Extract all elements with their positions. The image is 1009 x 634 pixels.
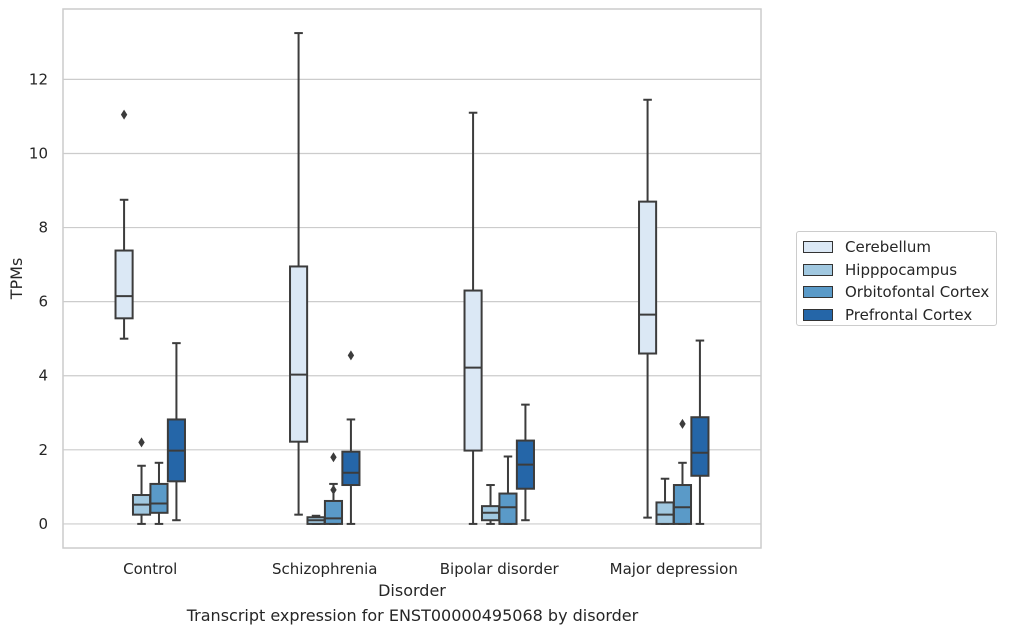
y-tick-label: 12 [29,70,48,88]
legend: Cerebellum Hipppocampus Orbitofontal Corte… [796,231,997,326]
x-tick-label: Control [123,560,177,578]
y-tick-label: 6 [38,293,48,311]
legend-swatch [803,286,833,299]
box-cerebellum [289,32,309,516]
legend-label: Cerebellum [845,238,931,257]
legend-item: Cerebellum [803,236,996,259]
outlier-point [120,109,128,120]
outlier-point [330,452,337,463]
x-tick-labels: Control Schizophrenia Bipolar disorder Majo… [123,560,738,578]
outlier-point [679,418,686,429]
box-cerebellum [114,109,134,340]
x-axis-label: Disorder [378,581,446,600]
box-orbitofontal-cortex [323,452,344,525]
y-tick-label: 8 [38,219,48,237]
legend-label: Orbitofontal Cortex [845,283,990,302]
box-series-layer [114,32,710,525]
box-cerebellum [463,111,483,525]
chart-caption: Transcript expression for ENST0000049506… [186,606,639,625]
box-iqr [498,492,518,525]
y-axis-label: TPMs [7,258,26,301]
box-prefrontal-cortex [515,403,535,522]
box-orbitofontal-cortex [149,461,169,525]
outlier-point [330,484,337,495]
legend-item: Prefrontal Cortex [803,304,996,327]
box-hipppocampus [655,477,675,525]
outlier-point [347,350,355,361]
legend-item: Hipppocampus [803,259,996,282]
legend-item: Orbitofontal Cortex [803,281,996,304]
box-iqr [655,501,675,525]
legend-swatch [803,308,833,321]
x-tick-label: Major depression [610,560,738,578]
box-hipppocampus [306,514,326,525]
box-iqr [114,249,134,320]
box-iqr [149,482,169,514]
legend-label: Prefrontal Cortex [845,305,973,324]
y-tick-labels: 0 2 4 6 8 10 12 [29,70,48,533]
box-iqr [638,200,658,355]
box-iqr [341,450,361,487]
box-iqr [463,289,483,452]
x-tick-label: Bipolar disorder [440,560,560,578]
box-prefrontal-cortex [341,350,361,525]
box-hipppocampus [131,437,152,525]
box-iqr [289,265,309,443]
legend-swatch [803,241,833,254]
box-iqr [690,416,710,477]
legend-swatch [803,263,833,276]
y-tick-label: 2 [38,441,48,459]
box-prefrontal-cortex [690,339,710,525]
box-hipppocampus [480,484,501,525]
x-tick-label: Schizophrenia [272,560,377,578]
box-iqr [323,499,344,525]
box-prefrontal-cortex [166,342,186,522]
box-cerebellum [638,98,658,519]
outlier-point [138,437,145,448]
y-tick-label: 4 [38,367,48,385]
box-orbitofontal-cortex [498,455,518,525]
box-orbitofontal-cortex [672,418,693,525]
legend-label: Hipppocampus [845,260,958,279]
y-tick-label: 10 [29,144,48,162]
plot-frame [62,8,762,549]
y-tick-label: 0 [38,515,48,533]
box-iqr [672,484,693,525]
